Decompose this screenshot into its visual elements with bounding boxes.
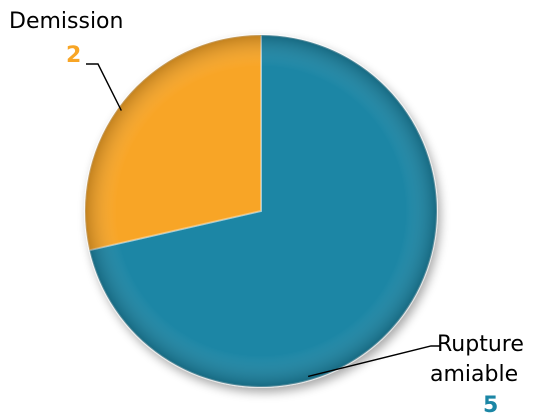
leader-line-demission (86, 63, 122, 111)
slice-label-rupture-amiable-line1: Rupture (437, 332, 524, 357)
slice-value-demission: 2 (66, 43, 81, 68)
slice-label-rupture-amiable-line2: amiable (430, 362, 518, 387)
leader-line-rupture-amiable (307, 345, 440, 378)
pie-slice-demission (84, 33, 262, 252)
pie-slices (84, 33, 438, 388)
slice-label-demission: Demission (9, 9, 123, 34)
slice-value-rupture-amiable: 5 (483, 393, 498, 418)
